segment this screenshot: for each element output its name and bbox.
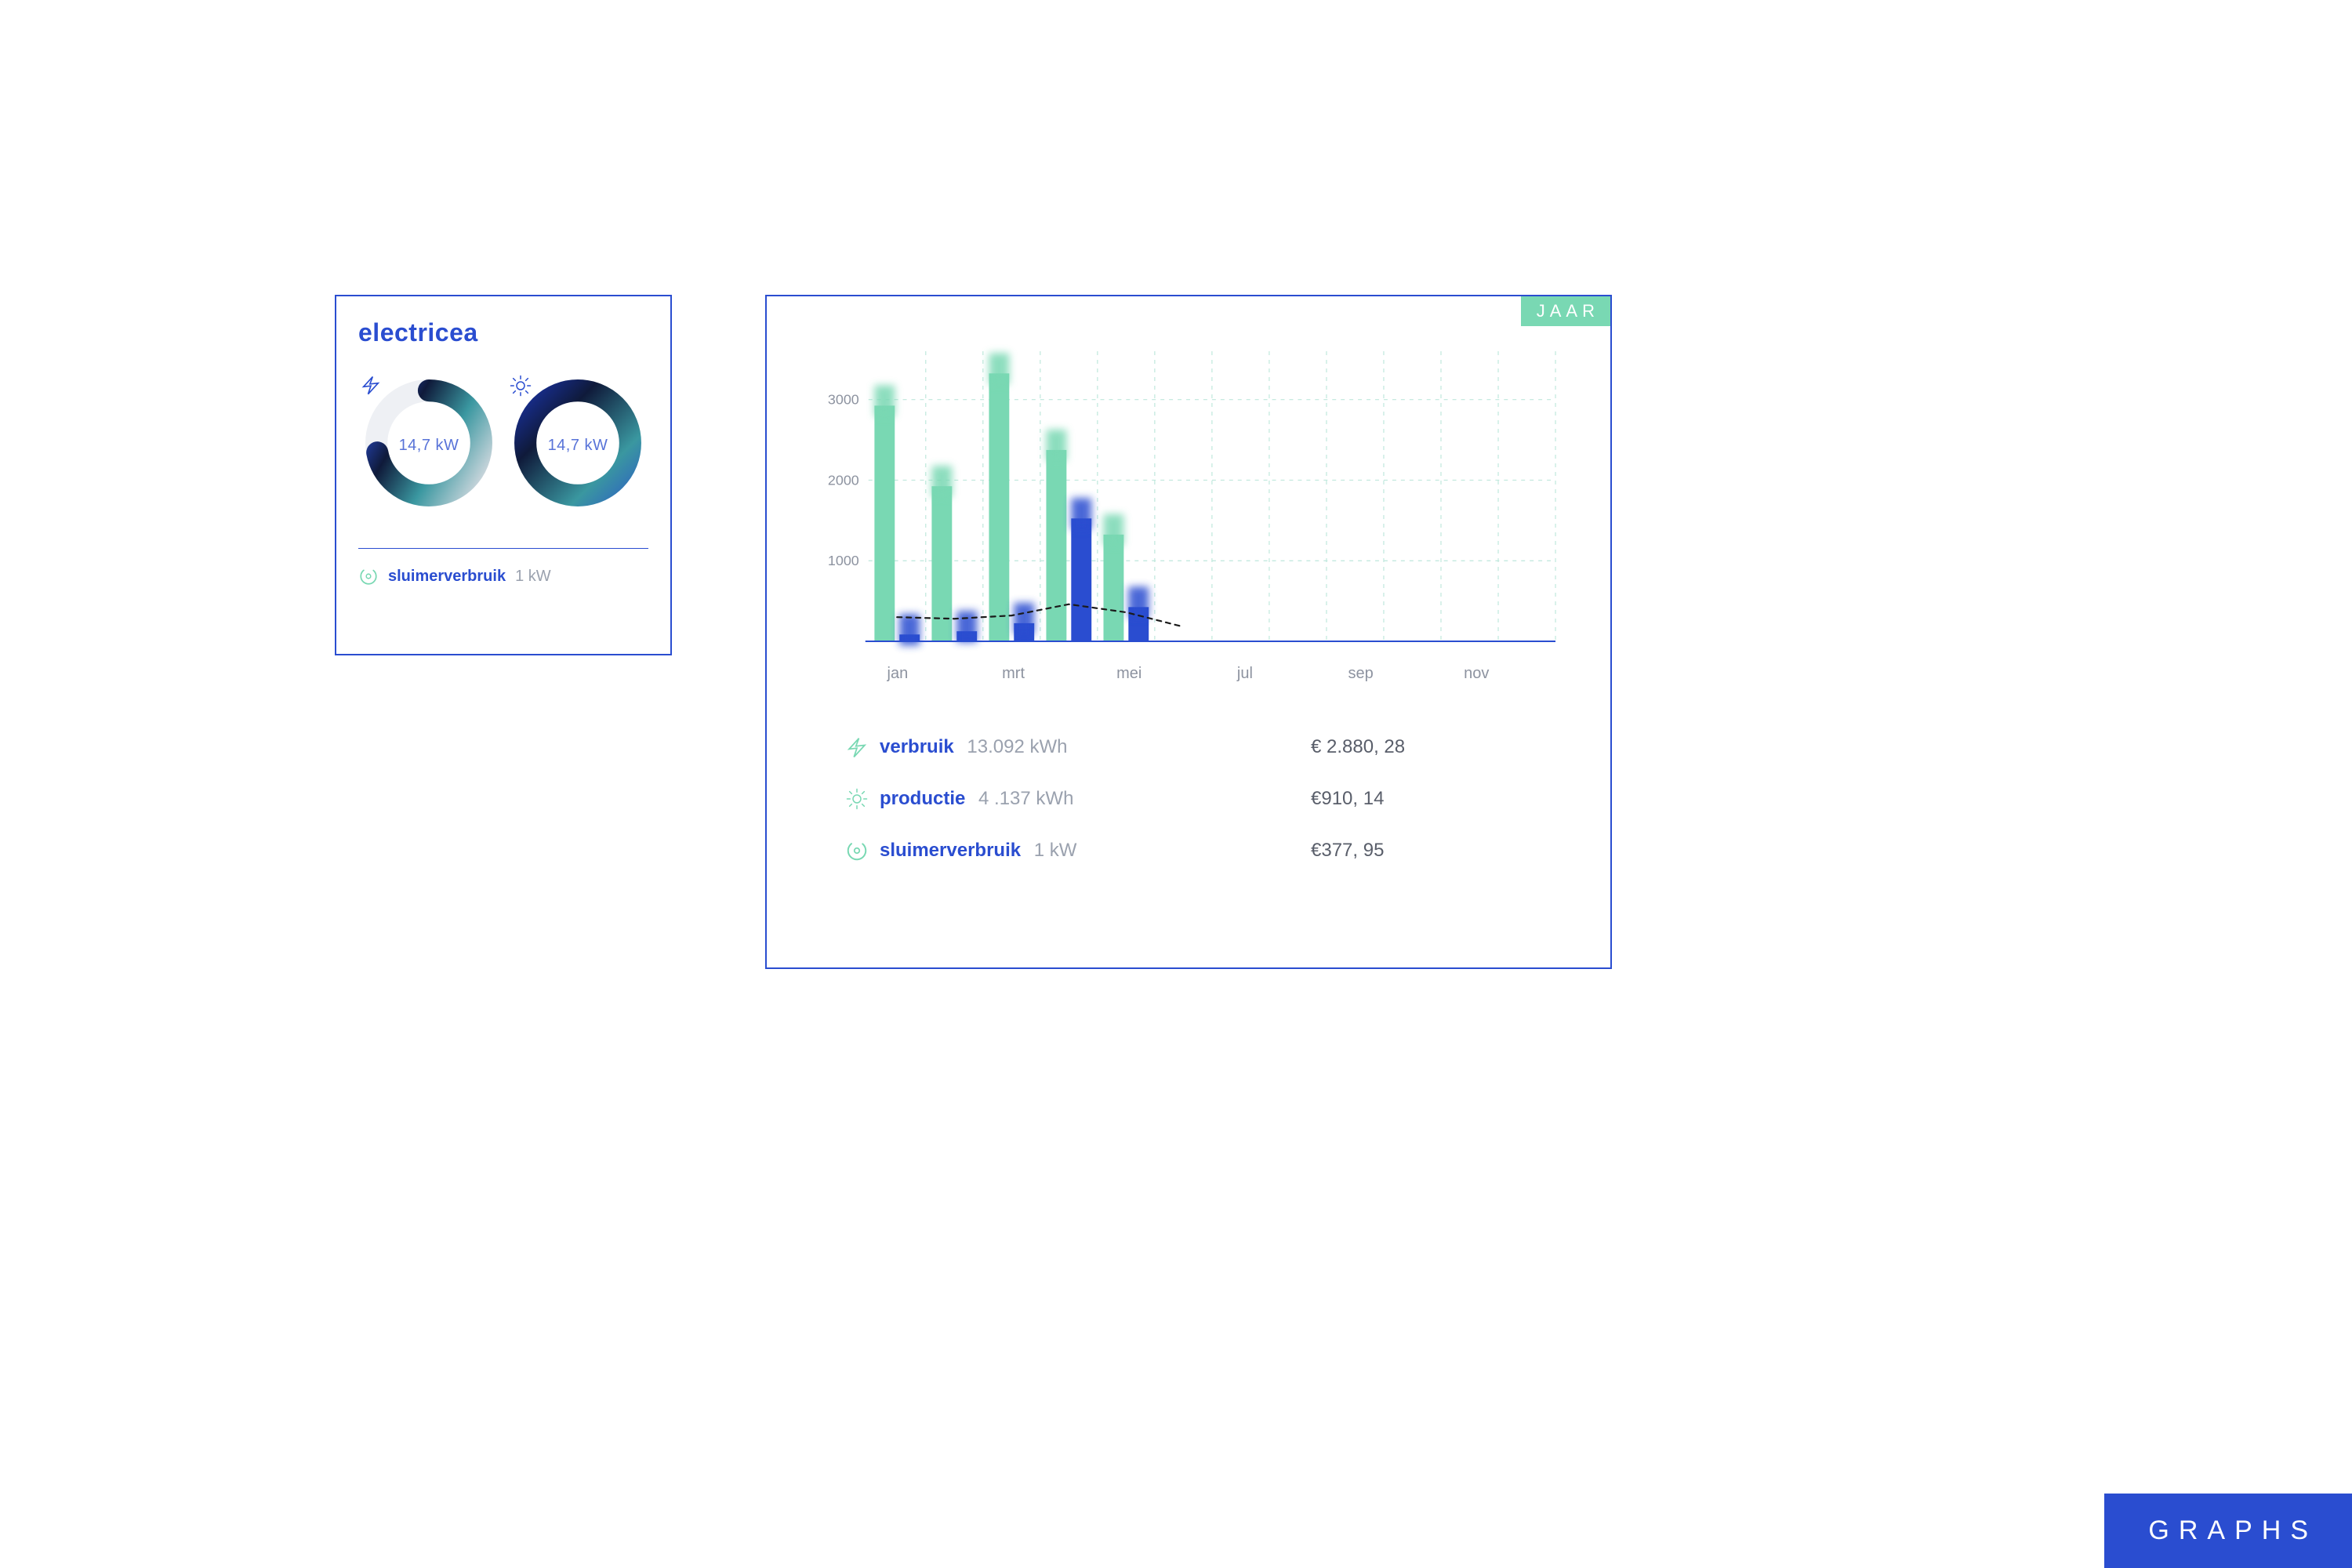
legend-name: productie — [880, 788, 965, 809]
legend-name: sluimerverbruik — [880, 840, 1021, 861]
x-tick-label: jan — [887, 665, 909, 683]
gauge-consumption: 14,7 kW — [360, 374, 498, 512]
x-tick-label: mrt — [1002, 665, 1025, 683]
legend-verbruik: verbruik 13.092 kWh € 2.880, 28 — [845, 735, 1579, 759]
svg-text:3000: 3000 — [828, 392, 859, 408]
bar-chart: 1000 2000 3000 — [822, 343, 1563, 657]
gauge-ring-icon — [845, 839, 869, 862]
gauge-ring-icon — [358, 566, 379, 586]
standby-value: 1 kW — [515, 568, 551, 586]
standby-label: sluimerverbruik — [388, 568, 506, 586]
standby-row: sluimerverbruik 1 kW — [358, 566, 648, 586]
sun-icon — [845, 787, 869, 811]
divider — [358, 548, 648, 549]
legend-price: €910, 14 — [1311, 788, 1579, 810]
x-tick-label: mei — [1116, 665, 1142, 683]
gauge-production-value: 14,7 kW — [548, 437, 608, 455]
gauge-consumption-value: 14,7 kW — [399, 437, 459, 455]
brand-logo: electricea — [358, 318, 648, 347]
footer-graphs-badge: GRAPHS — [2104, 1494, 2352, 1568]
gauges-card: electricea — [335, 295, 672, 655]
x-axis-labels: jan mrt mei jul sep nov — [869, 665, 1563, 684]
legend-sluimer: sluimerverbruik 1 kW €377, 95 — [845, 839, 1579, 862]
legend-price: €377, 95 — [1311, 840, 1579, 862]
legend-amount: 4 .137 kWh — [978, 788, 1073, 809]
legend-name: verbruik — [880, 736, 954, 757]
x-tick-label: jul — [1237, 665, 1253, 683]
legend-productie: productie 4 .137 kWh €910, 14 — [845, 787, 1579, 811]
bolt-icon — [845, 735, 869, 759]
legend-amount: 1 kW — [1034, 840, 1077, 861]
gauges-row: 14,7 kW — [358, 374, 648, 512]
chart-card: JAAR 1000 2000 3000 jan mrt mei jul sep nov ver… — [765, 295, 1612, 969]
x-tick-label: nov — [1464, 665, 1489, 683]
legend-amount: 13.092 kWh — [967, 736, 1067, 757]
legend-price: € 2.880, 28 — [1311, 736, 1579, 758]
x-tick-label: sep — [1348, 665, 1373, 683]
gauge-production: 14,7 kW — [509, 374, 647, 512]
svg-text:1000: 1000 — [828, 553, 859, 568]
chart-legend: verbruik 13.092 kWh € 2.880, 28 producti… — [845, 735, 1579, 862]
svg-text:2000: 2000 — [828, 472, 859, 488]
period-badge[interactable]: JAAR — [1521, 296, 1610, 326]
